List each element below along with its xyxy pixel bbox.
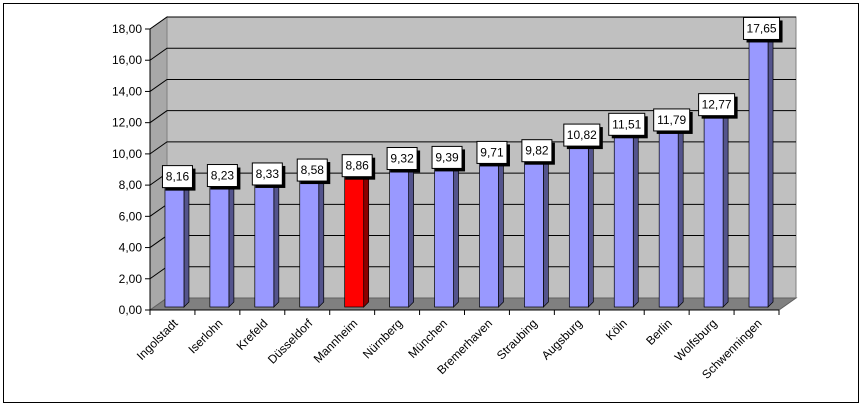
gridline (149, 47, 796, 61)
data-label: 12,77 (702, 98, 732, 112)
bar-side (722, 104, 729, 308)
gridline (149, 110, 796, 124)
bar (524, 156, 544, 308)
bar-side (677, 120, 684, 308)
x-tick-label: Ingolstadt (134, 316, 181, 363)
data-label: 8,33 (256, 167, 280, 181)
data-label: 8,58 (301, 163, 325, 177)
y-tick-label: 14,00 (112, 84, 142, 98)
x-tick-label: Augsburg (539, 316, 585, 362)
y-tick-label: 12,00 (112, 116, 142, 130)
x-tick-label: Köln (603, 316, 630, 343)
bar-side (273, 174, 280, 308)
gridline (149, 16, 796, 30)
data-label: 8,86 (345, 159, 369, 173)
data-label-box (563, 123, 601, 147)
bar (703, 110, 724, 308)
x-tick-label: Berlin (643, 316, 675, 348)
y-tick-label: 4,00 (119, 241, 143, 255)
data-label-box (206, 164, 238, 188)
bar (568, 140, 589, 308)
data-label: 17,65 (747, 21, 777, 35)
bar (164, 182, 185, 308)
chart-side-wall (149, 16, 168, 311)
data-label-box (743, 16, 781, 40)
y-tick-label: 6,00 (119, 209, 143, 223)
data-label-box (521, 139, 553, 163)
data-label-box (431, 145, 463, 169)
data-label: 9,71 (480, 145, 504, 159)
bar-side (318, 170, 325, 308)
bar-side (498, 152, 504, 308)
data-label: 9,39 (435, 150, 459, 164)
x-tick-label: Krefeld (234, 316, 271, 353)
data-label: 11,51 (612, 117, 641, 131)
y-tick-label: 10,00 (112, 147, 142, 161)
x-tick-label: Wolfsburg (672, 316, 720, 364)
bar (209, 181, 230, 308)
bar-side (543, 150, 549, 308)
bar-side (767, 28, 774, 308)
x-tick-label: Mannheim (311, 316, 361, 366)
data-label-box (608, 112, 646, 136)
bar (254, 179, 275, 308)
data-label: 9,82 (525, 144, 549, 158)
data-label-box (161, 165, 193, 189)
chart-floor (148, 297, 798, 311)
x-tick-label: Düsseldorf (265, 316, 316, 367)
data-label-box (653, 108, 691, 132)
bar-side (587, 135, 594, 308)
bar (344, 171, 365, 308)
data-label: 9,32 (390, 152, 414, 166)
x-tick-label: Iserlohn (185, 316, 225, 356)
x-tick-label: Straubing (494, 316, 540, 362)
data-label: 11,79 (657, 113, 686, 127)
data-label-box (476, 140, 508, 164)
data-label: 8,16 (166, 170, 190, 184)
y-tick-label: 16,00 (112, 53, 142, 67)
bar-side (632, 124, 639, 308)
bar (479, 158, 499, 308)
bar (748, 34, 769, 308)
bar (658, 125, 679, 308)
y-tick-label: 0,00 (119, 303, 143, 317)
bar-side (408, 158, 414, 308)
data-label: 10,82 (567, 128, 597, 142)
data-label-box (386, 147, 418, 171)
bar-side (183, 176, 190, 308)
data-label-box (296, 158, 328, 182)
bar (434, 163, 454, 308)
bar-side (228, 175, 235, 308)
bar-side (363, 165, 370, 308)
x-tick-label: Nürnberg (360, 316, 405, 361)
data-label-box (341, 154, 373, 178)
y-tick-label: 18,00 (112, 22, 142, 36)
bar (613, 129, 634, 308)
x-tick-label: München (405, 316, 450, 361)
gridline (149, 78, 796, 92)
y-tick-label: 8,00 (119, 178, 143, 192)
data-label-box (698, 93, 736, 117)
bar-side (453, 157, 459, 308)
data-label: 8,23 (211, 169, 235, 183)
bar (389, 164, 409, 308)
data-label-box (251, 162, 283, 186)
y-tick-label: 2,00 (119, 272, 143, 286)
bar (299, 175, 320, 308)
